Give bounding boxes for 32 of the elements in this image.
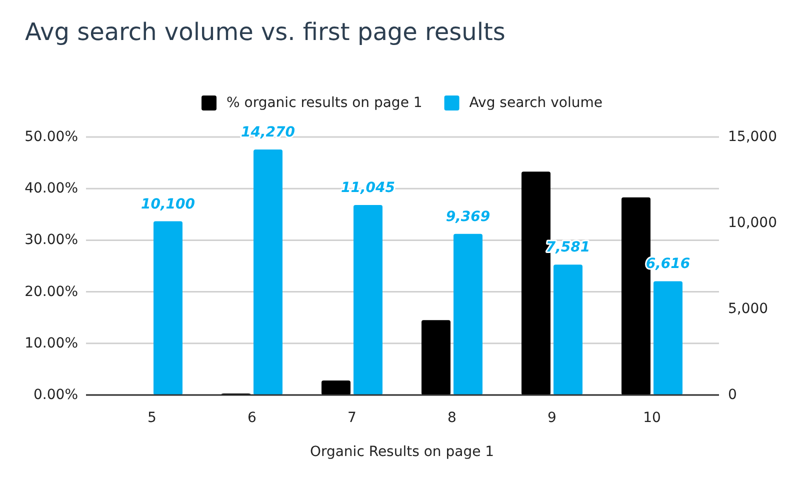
y2-tick-label: 0 bbox=[728, 387, 737, 403]
bar bbox=[154, 221, 182, 395]
bar bbox=[554, 264, 582, 395]
y-tick-label: 20.00% bbox=[24, 284, 78, 300]
x-tick-label: 8 bbox=[448, 410, 456, 426]
data-label: 10,100 bbox=[140, 196, 196, 212]
chart-title: Avg search volume vs. first page results bbox=[25, 18, 506, 46]
y2-tick-label: 5,000 bbox=[728, 301, 768, 317]
data-label: 11,045 bbox=[340, 180, 396, 196]
bar bbox=[454, 234, 482, 395]
y-tick-label: 40.00% bbox=[24, 180, 78, 197]
y-tick-label: 30.00% bbox=[24, 232, 78, 248]
y2-tick-label: 10,000 bbox=[728, 215, 777, 231]
legend-label: Avg search volume bbox=[469, 95, 602, 111]
x-tick-label: 5 bbox=[148, 410, 156, 426]
x-tick-label: 6 bbox=[248, 410, 257, 426]
data-label: 14,270 bbox=[240, 124, 296, 141]
x-axis-title: Organic Results on page 1 bbox=[310, 444, 494, 460]
data-label: 9,369 bbox=[446, 208, 490, 225]
bar bbox=[322, 380, 350, 395]
x-tick-label: 10 bbox=[643, 410, 661, 426]
y-tick-label: 10.00% bbox=[24, 335, 78, 352]
y-tick-label: 0.00% bbox=[34, 387, 78, 403]
y-tick-label: 50.00% bbox=[24, 129, 78, 145]
bar bbox=[654, 281, 682, 395]
x-tick-label: 7 bbox=[348, 410, 356, 426]
y2-tick-label: 15,000 bbox=[728, 129, 777, 145]
bar bbox=[254, 150, 282, 395]
bar bbox=[354, 205, 382, 395]
bar bbox=[422, 320, 450, 395]
x-tick-label: 9 bbox=[548, 410, 556, 426]
legend-label: % organic results on page 1 bbox=[226, 95, 422, 111]
